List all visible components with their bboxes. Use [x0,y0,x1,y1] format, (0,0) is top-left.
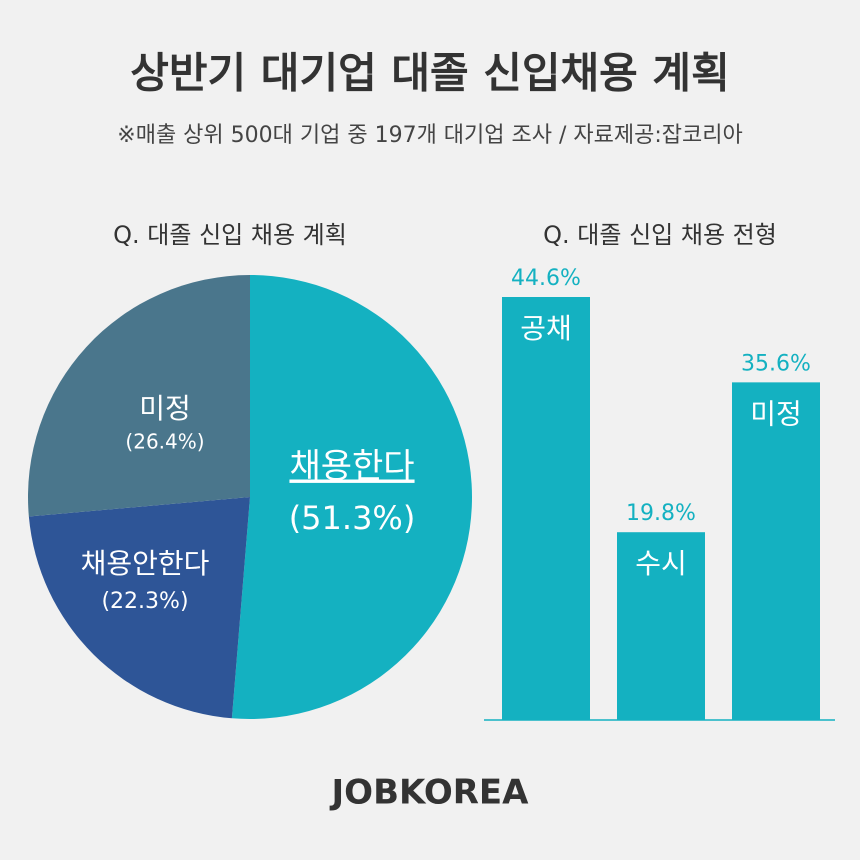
bar [732,382,820,720]
bar-value-label: 19.8% [626,501,696,526]
bar [617,532,705,720]
subtitle: ※매출 상위 500대 기업 중 197개 대기업 조사 / 자료제공:잡코리아 [117,123,742,148]
bar-value-label: 35.6% [741,351,811,376]
bar-category-label: 수시 [635,547,687,580]
slice-label: 채용한다 [289,447,414,487]
pie-slice [27,275,251,517]
title: 상반기 대기업 대졸 신입채용 계획 [130,49,729,98]
slice-value-label: (26.4%) [125,430,204,454]
slice-value-label: (22.3%) [101,589,188,614]
pie-slice [28,497,251,719]
pie-title: Q. 대졸 신입 채용 계획 [113,221,347,249]
slice-label: 미정 [139,392,191,425]
pie-slice [231,275,472,719]
bar [502,297,590,720]
slice-label: 채용안한다 [81,547,210,580]
bar-category-label: 공채 [520,312,572,345]
footer-logo: JOBKOREA [330,773,530,813]
bar-category-label: 미정 [750,397,802,430]
bar-title: Q. 대졸 신입 채용 전형 [543,221,777,249]
slice-value-label: (51.3%) [289,499,416,537]
bar-value-label: 44.6% [511,266,581,291]
